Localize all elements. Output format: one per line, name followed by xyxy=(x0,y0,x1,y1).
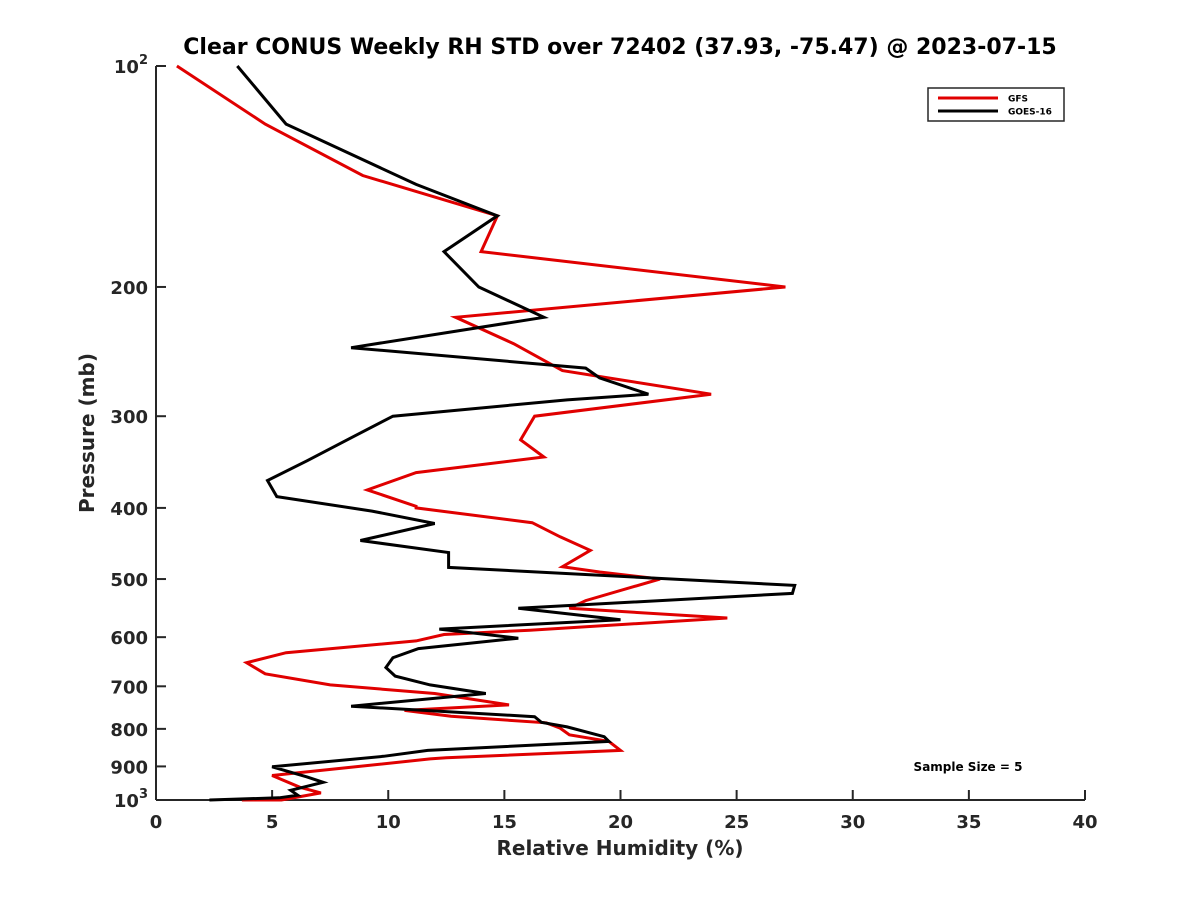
series-line-gfs xyxy=(176,64,786,802)
x-tick-label: 25 xyxy=(724,812,749,833)
legend-label: GFS xyxy=(1008,95,1028,105)
x-tick-label: 10 xyxy=(376,812,401,833)
x-tick-label: 20 xyxy=(608,812,633,833)
series-line-goes-16 xyxy=(209,65,797,802)
legend-box xyxy=(927,87,1065,122)
x-tick-label: 5 xyxy=(266,812,279,833)
x-tick-label: 15 xyxy=(492,812,517,833)
y-tick-label: 103 xyxy=(114,787,148,812)
y-tick-label: 102 xyxy=(114,53,148,78)
series-layer xyxy=(176,64,797,802)
y-tick-label: 800 xyxy=(110,720,148,741)
y-tick-label: 400 xyxy=(110,499,148,520)
x-tick-label: 30 xyxy=(840,812,865,833)
y-tick-label: 500 xyxy=(110,570,148,591)
y-axis-label: Pressure (mb) xyxy=(75,353,99,513)
legend: GFS GOES-16 xyxy=(927,87,1065,122)
y-tick-label: 200 xyxy=(110,278,148,299)
x-tick-label: 0 xyxy=(150,812,163,833)
y-tick-label: 600 xyxy=(110,628,148,649)
legend-label: GOES-16 xyxy=(1008,108,1052,118)
y-tick-label: 700 xyxy=(110,677,148,698)
x-tick-label: 35 xyxy=(956,812,981,833)
x-tick-label: 40 xyxy=(1072,812,1097,833)
x-axis-label: Relative Humidity (%) xyxy=(496,836,743,860)
y-tick-label: 900 xyxy=(110,757,148,778)
y-tick-label: 300 xyxy=(110,407,148,428)
sample-size-annotation: Sample Size = 5 xyxy=(914,760,1023,774)
chart-title: Clear CONUS Weekly RH STD over 72402 (37… xyxy=(183,35,1056,60)
axes: 0 5 10 15 20 25 30 35 40 102 200 300 400 500 600 700 800… xyxy=(110,53,1097,833)
